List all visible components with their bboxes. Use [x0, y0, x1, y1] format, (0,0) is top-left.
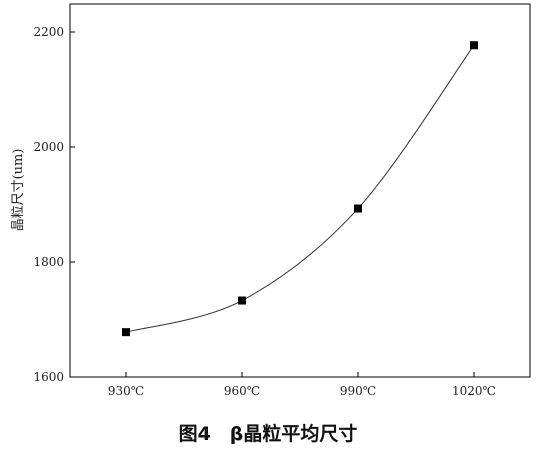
figure-caption: 图4 β晶粒平均尺寸 — [179, 422, 358, 445]
y-tick-label: 1600 — [33, 370, 64, 384]
y-axis: 1600 1800 2000 2200 — [33, 25, 75, 384]
x-tick-label: 1020℃ — [452, 384, 496, 398]
data-point-marker — [354, 204, 362, 213]
data-point-marker — [470, 41, 478, 50]
data-point-marker — [238, 296, 246, 305]
series-markers — [122, 41, 478, 337]
x-tick-label: 990℃ — [340, 384, 376, 398]
y-tick-label: 2000 — [33, 140, 64, 154]
y-axis-title: 晶粒尺寸(um) — [11, 149, 26, 232]
series-line — [125, 44, 475, 333]
plot-frame — [69, 3, 531, 378]
data-point-marker — [122, 328, 130, 337]
x-tick-label: 930℃ — [108, 384, 144, 398]
y-tick-label: 2200 — [33, 25, 64, 39]
y-tick-label: 1800 — [33, 255, 64, 269]
x-axis: 930℃ 960℃ 990℃ 1020℃ — [108, 372, 496, 398]
x-tick-label: 960℃ — [224, 384, 260, 398]
